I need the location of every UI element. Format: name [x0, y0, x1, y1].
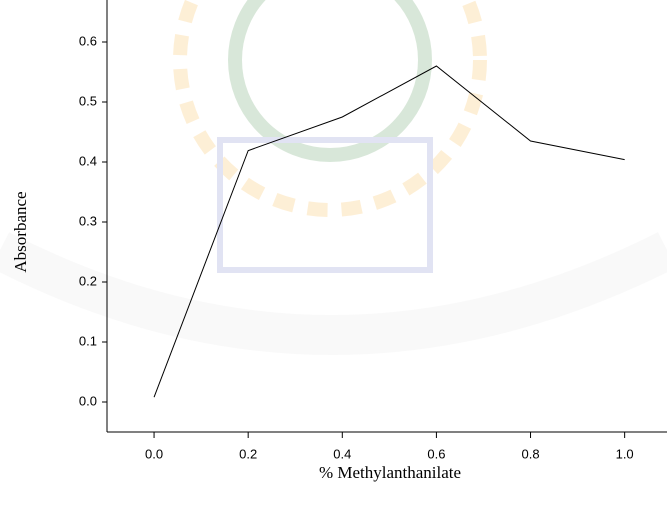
x-tick-label: 0.8: [521, 446, 539, 461]
y-tick-label: 0.3: [79, 213, 97, 228]
y-axis-title: Absorbance: [11, 191, 30, 272]
x-tick-label: 0.0: [145, 446, 163, 461]
x-axis-title: % Methylanthanilate: [319, 463, 461, 482]
chart: % Methylanthanilate Absorbance 0.0 0.1 0.2…: [0, 0, 667, 515]
x-tick-label: 0.2: [239, 446, 257, 461]
x-tick-label: 1.0: [616, 446, 634, 461]
y-tick-label: 0.5: [79, 93, 97, 108]
x-tick-label: 0.6: [427, 446, 445, 461]
y-tick-label: 0.1: [79, 333, 97, 348]
watermark: [0, 0, 667, 335]
y-tick-label: 0.0: [79, 393, 97, 408]
y-tick-label: 0.2: [79, 273, 97, 288]
page: {"chart_data": {"type": "line", "x_label…: [0, 0, 667, 515]
y-tick-label: 0.4: [79, 153, 97, 168]
y-tick-label: 0.6: [79, 33, 97, 48]
x-tick-label: 0.4: [333, 446, 351, 461]
